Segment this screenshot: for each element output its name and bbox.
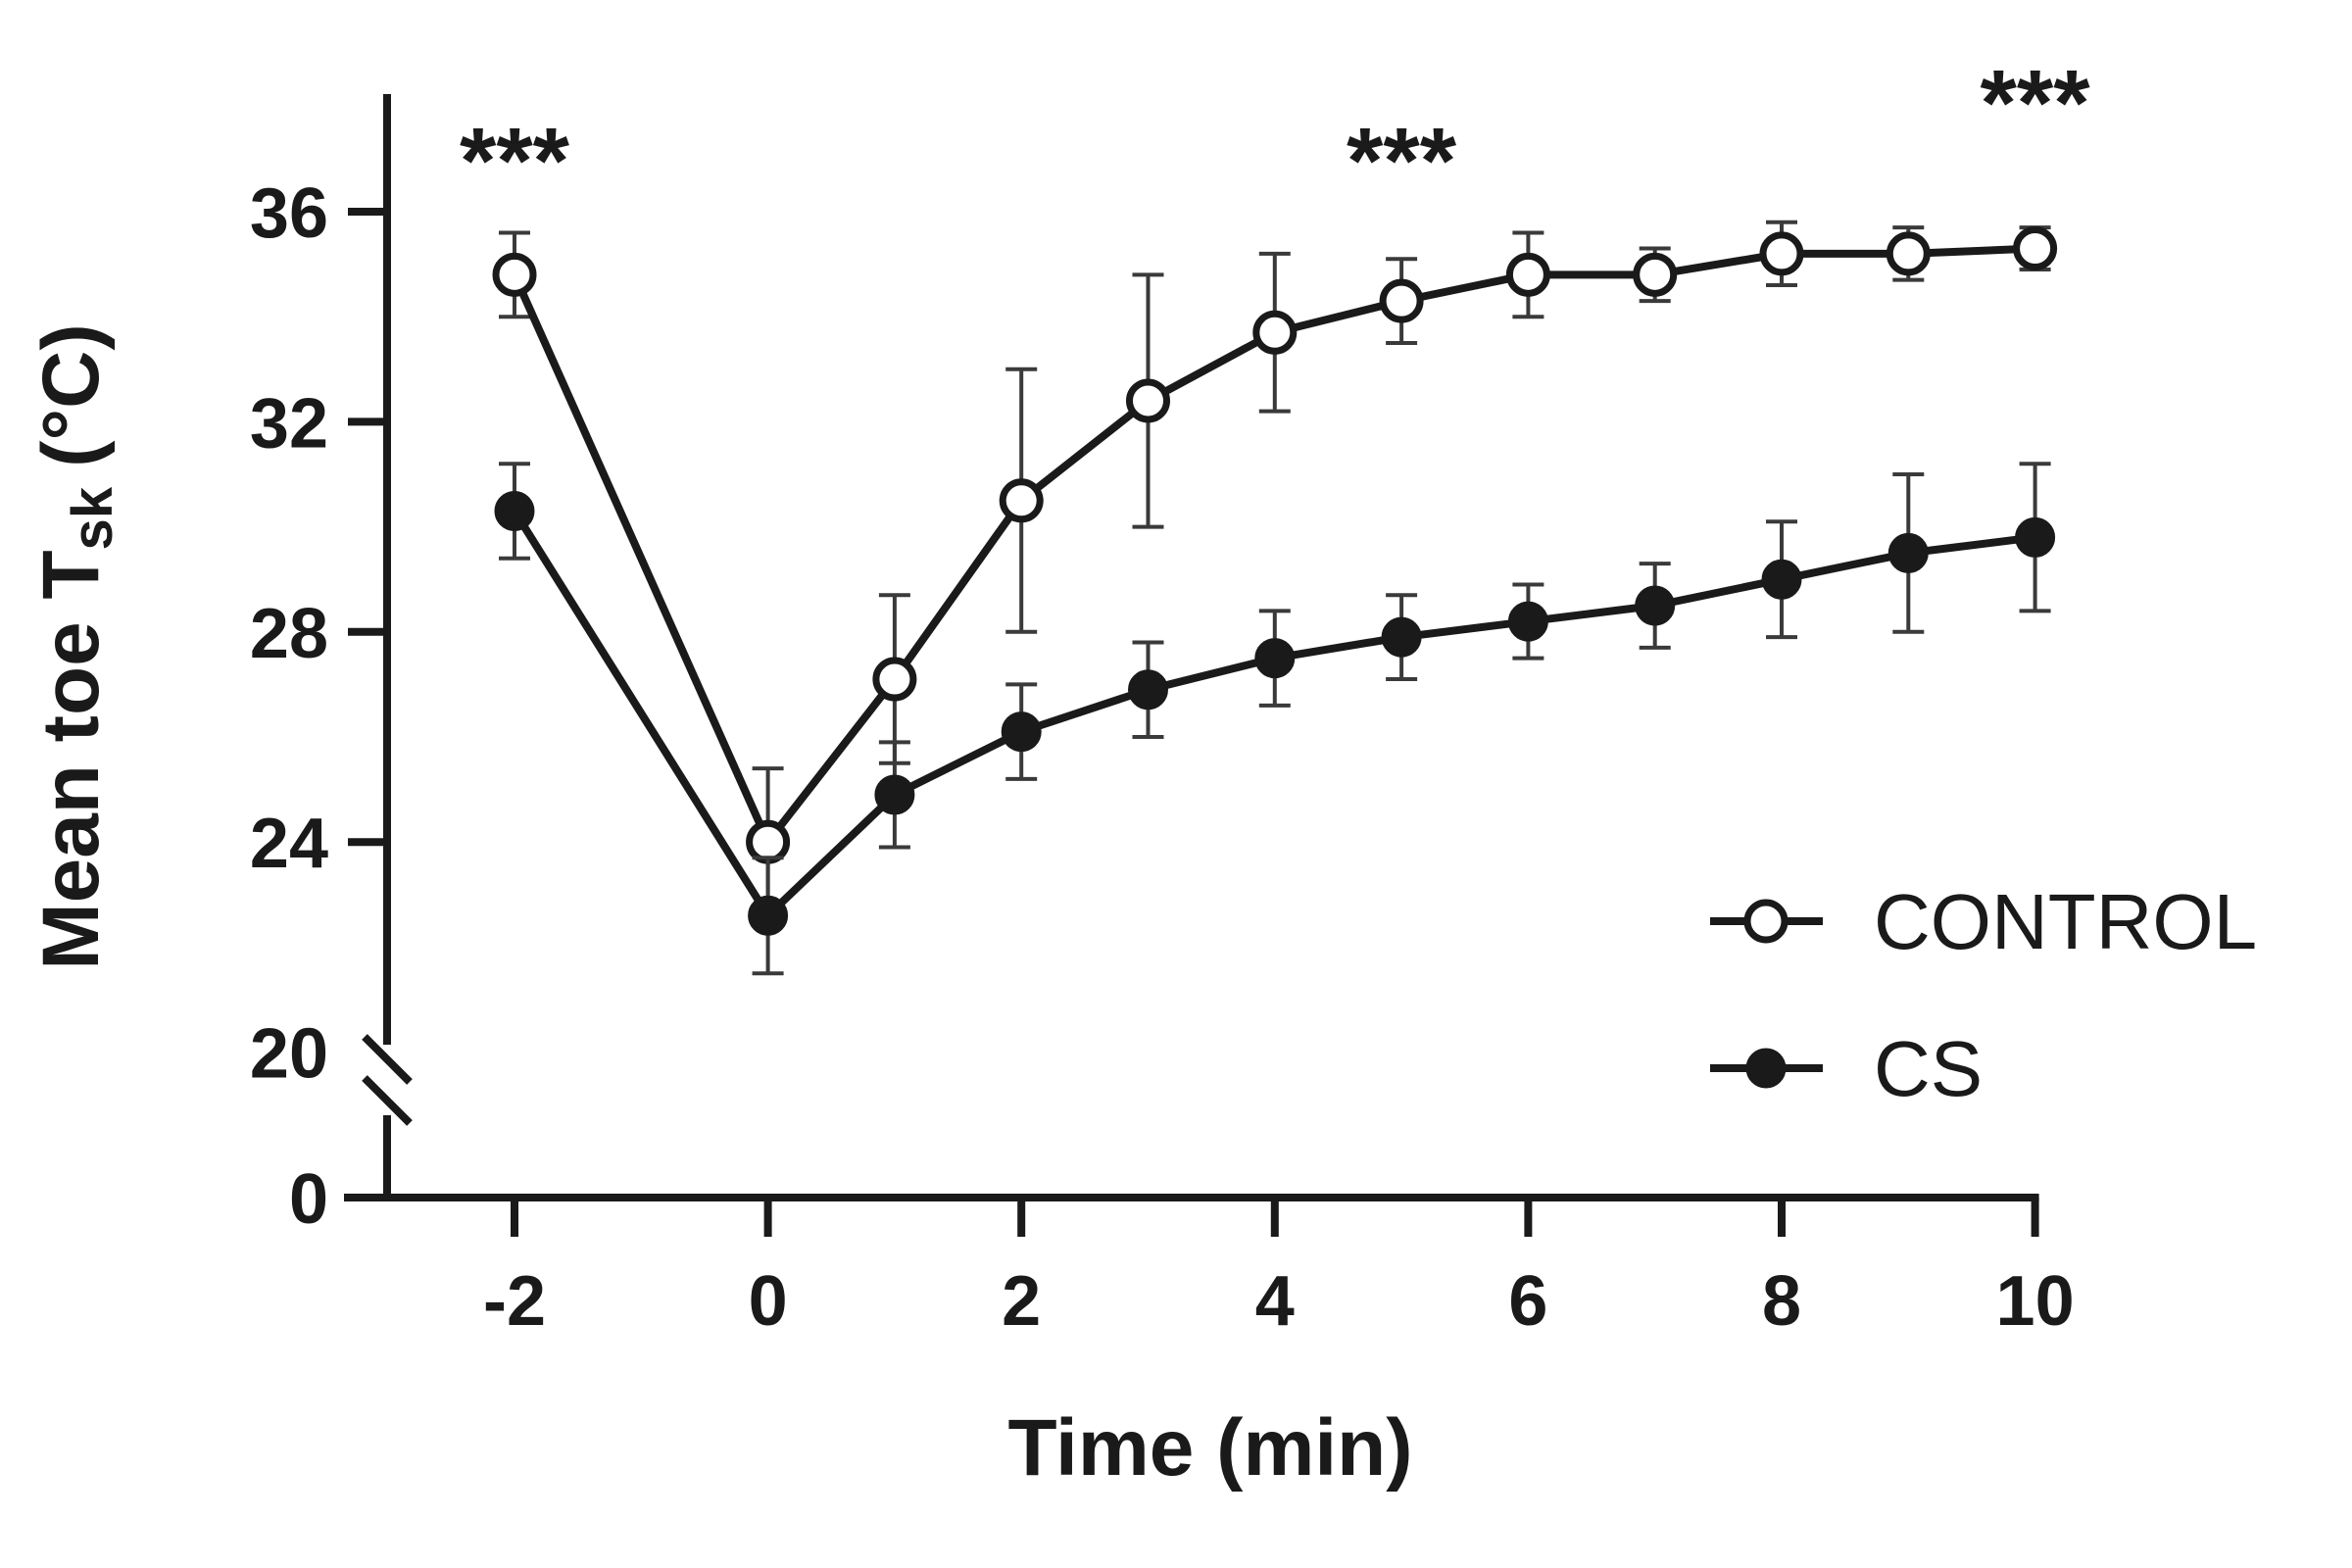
legend-item: CS <box>1710 1025 1983 1112</box>
data-point <box>1887 532 1929 573</box>
data-point <box>1252 310 1298 355</box>
x-tick-label: 10 <box>1996 1262 2075 1341</box>
y-axis-title-main: Mean toe T <box>26 550 116 969</box>
x-axis-title: Time (min) <box>1007 1403 1412 1493</box>
x-tick-label: 2 <box>1002 1262 1041 1341</box>
significance-stars: *** <box>1347 109 1457 214</box>
data-point <box>872 657 917 702</box>
x-tick-label: 6 <box>1508 1262 1547 1341</box>
data-point <box>1001 711 1042 753</box>
legend-marker <box>1745 1048 1787 1089</box>
significance-stars: *** <box>460 109 570 214</box>
data-point <box>2015 516 2056 558</box>
data-point <box>1254 638 1296 679</box>
data-point <box>1126 378 1170 423</box>
y-axis-break-mark <box>362 1034 413 1085</box>
data-point <box>1128 669 1168 710</box>
data-point <box>874 774 915 815</box>
y-tick-label: 32 <box>250 384 328 463</box>
y-tick-label-zero: 0 <box>289 1160 328 1239</box>
legend-label: CS <box>1874 1025 1983 1112</box>
y-axis-title: Mean toe Tsk (°C) <box>26 323 124 969</box>
data-point <box>1635 585 1676 626</box>
data-point <box>1507 601 1548 642</box>
legend-item: CONTROL <box>1710 878 2257 965</box>
y-tick-label: 20 <box>250 1015 328 1094</box>
x-tick-label: 8 <box>1762 1262 1801 1341</box>
significance-stars: *** <box>1981 51 2091 156</box>
data-point <box>746 819 791 864</box>
series-control <box>492 220 2058 918</box>
y-axis-title-unit: (°C) <box>26 323 116 467</box>
series-layer <box>492 220 2058 976</box>
legend-marker <box>1743 899 1788 944</box>
y-tick-label: 36 <box>250 174 328 253</box>
data-point <box>999 478 1044 523</box>
annotations: *** *** *** <box>460 51 2090 214</box>
data-point <box>1633 252 1678 297</box>
data-point <box>492 252 537 297</box>
data-point <box>1886 231 1931 276</box>
legend-label: CONTROL <box>1874 878 2257 965</box>
data-point <box>2013 226 2058 271</box>
series-line <box>511 509 2036 920</box>
y-axis-break-mark <box>362 1075 413 1126</box>
legend: CONTROL CS <box>1710 878 2257 1112</box>
x-tick-label: -2 <box>483 1262 546 1341</box>
data-point <box>494 491 535 532</box>
data-point <box>1759 231 1804 276</box>
y-tick-label: 24 <box>250 805 328 883</box>
data-point <box>748 895 789 936</box>
x-tick-label: 4 <box>1255 1262 1295 1341</box>
series-cs <box>494 462 2056 976</box>
data-point <box>1505 252 1550 297</box>
data-point <box>1381 616 1422 658</box>
data-point <box>1761 559 1802 600</box>
y-axis-title-subscript: sk <box>61 486 124 550</box>
x-tick-label: 0 <box>749 1262 788 1341</box>
y-tick-label: 28 <box>250 595 328 673</box>
data-point <box>1379 278 1424 323</box>
